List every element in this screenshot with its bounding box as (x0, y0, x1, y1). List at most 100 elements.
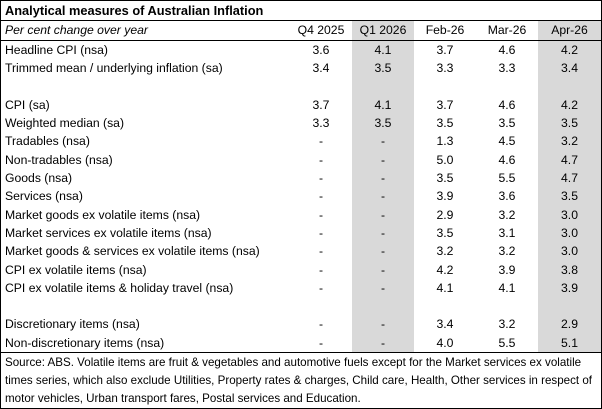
table-cell: 2.9 (436, 207, 454, 222)
table-cell: 3.9 (498, 262, 516, 277)
table-cell: 3.9 (436, 189, 454, 204)
table-cell: 3.7 (436, 43, 454, 57)
table-row: Discretionary items (nsa) - - 3.4 3.2 2.9 (1, 315, 602, 334)
table-cell: 3.7 (312, 97, 330, 112)
table-cell: 4.1 (498, 280, 516, 295)
table-cell: 3.4 (436, 317, 454, 332)
table-cell: 4.0 (414, 333, 476, 354)
table-cell: - (352, 205, 414, 224)
row-label: Market goods & services ex volatile item… (5, 244, 260, 259)
spacer-cell (538, 297, 602, 316)
table-cell: 4.7 (538, 169, 602, 188)
row-label: Non-discretionary items (nsa) (1, 333, 290, 354)
table-cell: 2.9 (538, 315, 602, 334)
table-cell: 3.8 (538, 260, 602, 279)
row-label: Market services ex volatile items (nsa) (5, 225, 212, 240)
table-cell: - (352, 278, 414, 298)
table-cell: 3.5 (352, 59, 414, 78)
spacer-cell (414, 297, 476, 315)
table-row: Market goods & services ex volatile item… (1, 242, 602, 261)
table-cell: 1.3 (436, 134, 454, 149)
column-header: Apr-26 (538, 20, 602, 41)
column-header: Q1 2026 (352, 20, 414, 41)
table-cell: 3.0 (538, 205, 602, 224)
row-label: CPI ex volatile items (nsa) (5, 262, 147, 277)
table-cell: 3.5 (538, 114, 602, 133)
row-label: CPI (sa) (5, 97, 50, 112)
spacer-cell (352, 297, 414, 316)
table-cell: - (318, 189, 324, 204)
table-cell: 3.3 (498, 61, 516, 76)
row-label: Weighted median (sa) (5, 116, 125, 131)
table-cell: 3.3 (436, 61, 454, 76)
inflation-table: Analytical measures of Australian Inflat… (1, 1, 602, 354)
table-cell: - (352, 333, 414, 354)
table-cell: 4.6 (498, 43, 516, 57)
spacer-cell (538, 77, 602, 96)
table-cell: 3.6 (498, 189, 516, 204)
table-cell: 3.1 (498, 225, 516, 240)
column-header: Q4 2025 (290, 20, 352, 41)
row-label: Goods (nsa) (5, 171, 73, 186)
table-cell: 3.5 (436, 116, 454, 131)
table-cell: 3.2 (436, 244, 454, 259)
table-cell: 4.2 (538, 40, 602, 60)
table-cell: - (318, 171, 324, 186)
table-row: Weighted median (sa) 3.3 3.5 3.5 3.5 3.5 (1, 114, 602, 133)
table-cell: - (352, 315, 414, 334)
table-cell: - (318, 317, 324, 332)
table-row: Goods (nsa) - - 3.5 5.5 4.7 (1, 169, 602, 188)
table-cell: 4.2 (436, 262, 454, 277)
table-row: Market services ex volatile items (nsa) -… (1, 223, 602, 243)
table-cell: 3.9 (538, 278, 602, 298)
row-label: Tradables (nsa) (5, 134, 90, 149)
table-title: Analytical measures of Australian Inflat… (1, 1, 602, 21)
table-cell: 4.1 (352, 40, 414, 60)
spacer-row (1, 297, 602, 316)
table-row: Non-tradables (nsa) - - 5.0 4.6 4.7 (1, 150, 602, 170)
table-cell: 3.0 (538, 242, 602, 261)
table-cell: - (290, 333, 352, 354)
table-row: Headline CPI (nsa) 3.6 4.1 3.7 4.6 4.2 (1, 40, 602, 60)
table-cell: - (352, 242, 414, 261)
table-cell: 3.2 (538, 132, 602, 151)
spacer-cell (476, 78, 538, 96)
table-cell: 3.5 (436, 171, 454, 186)
table-cell: 3.6 (312, 43, 330, 57)
spacer-cell (1, 78, 290, 96)
table-row: CPI ex volatile items (nsa) - - 4.2 3.9 3.8 (1, 260, 602, 279)
table-cell: 5.1 (538, 333, 602, 354)
table-row: Trimmed mean / underlying inflation (sa)… (1, 59, 602, 78)
table-cell: - (352, 260, 414, 279)
spacer-row (1, 77, 602, 96)
spacer-cell (476, 297, 538, 315)
table-cell: 4.6 (498, 152, 516, 167)
table-cell: 3.4 (538, 59, 602, 78)
table-cell: 3.7 (436, 97, 454, 112)
table-row: Tradables (nsa) - - 1.3 4.5 3.2 (1, 132, 602, 151)
table-row: CPI (sa) 3.7 4.1 3.7 4.6 4.2 (1, 95, 602, 115)
row-label: Market goods ex volatile items (nsa) (5, 207, 201, 222)
row-label: Non-tradables (nsa) (5, 152, 113, 167)
column-header-row: Per cent change over year Q4 2025 Q1 2026… (1, 20, 602, 41)
spacer-cell (1, 297, 290, 315)
row-label: Services (nsa) (5, 189, 83, 204)
table-cell: 3.5 (352, 114, 414, 133)
table-subtitle: Per cent change over year (1, 20, 290, 41)
table-cell: - (318, 262, 324, 277)
row-label: Trimmed mean / underlying inflation (sa) (5, 61, 223, 76)
table-cell: 4.6 (498, 97, 516, 112)
table-cell: 3.2 (498, 317, 516, 332)
table-cell: 5.5 (498, 171, 516, 186)
spacer-cell (290, 78, 352, 96)
table-cell: - (318, 280, 324, 295)
spacer-cell (290, 297, 352, 315)
table-cell: 4.1 (436, 280, 454, 295)
table-cell: - (352, 223, 414, 243)
table-cell: - (318, 225, 324, 240)
table-cell: 3.0 (538, 223, 602, 243)
source-note: Source: ABS. Volatile items are fruit & … (5, 356, 593, 406)
row-label: Discretionary items (nsa) (5, 317, 140, 332)
table-cell: - (318, 244, 324, 259)
table-cell: 3.3 (312, 116, 330, 131)
